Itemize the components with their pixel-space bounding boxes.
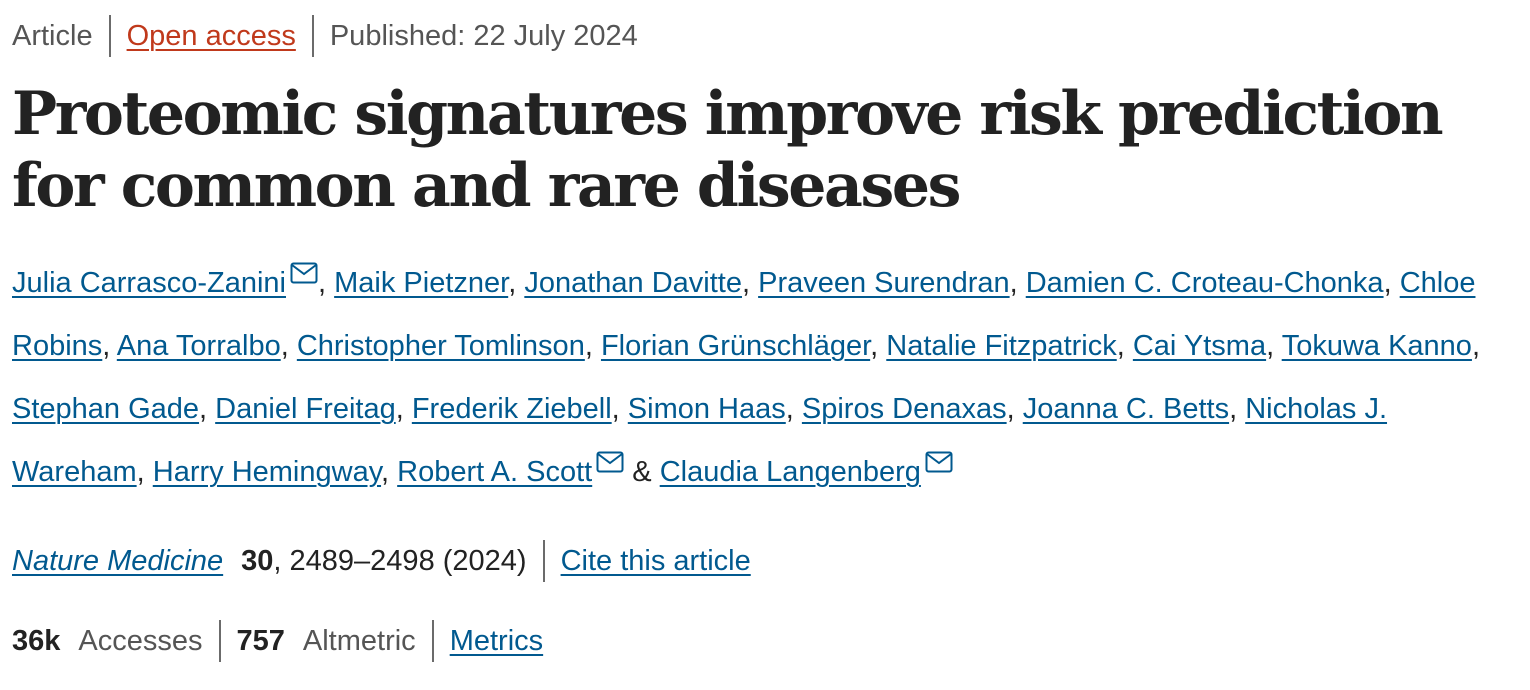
author-link[interactable]: Julia Carrasco-Zanini [12, 267, 286, 299]
divider [542, 540, 545, 582]
author-link[interactable]: Christopher Tomlinson [296, 330, 585, 362]
author-separator: , [1471, 330, 1480, 362]
author-separator: , [1266, 330, 1282, 362]
altmetric-label: Altmetric [302, 625, 416, 657]
citation-line: Nature Medicine 30 , 2489–2498 (2024) Ci… [12, 540, 751, 582]
author-separator: , [1009, 267, 1026, 299]
open-access-link[interactable]: Open access [126, 20, 296, 52]
author-link[interactable]: Harry Hemingway [152, 456, 382, 488]
pages-year: , 2489–2498 (2024) [273, 545, 527, 577]
author-link[interactable]: Stephan Gade [12, 393, 200, 425]
author-link[interactable]: Cai Ytsma [1132, 330, 1267, 362]
author-separator: , [584, 330, 601, 362]
envelope-icon[interactable] [290, 262, 318, 284]
accesses-count: 36k [12, 625, 61, 657]
divider [218, 620, 221, 662]
author-link[interactable]: Maik Pietzner [334, 267, 509, 299]
author-separator: , [199, 393, 216, 425]
author-separator: , [508, 267, 525, 299]
author-link[interactable]: Tokuwa Kanno [1281, 330, 1472, 362]
author-link[interactable]: Claudia Langenberg [659, 456, 921, 488]
author-separator: , [102, 330, 117, 362]
author-separator: , [611, 393, 628, 425]
author-link[interactable]: Damien C. Croteau-Chonka [1025, 267, 1384, 299]
author-link[interactable]: Chloe Robins [12, 267, 1476, 362]
divider [108, 15, 111, 57]
envelope-icon[interactable] [596, 451, 624, 473]
author-separator: , [1229, 393, 1246, 425]
author-separator: & [624, 456, 660, 488]
divider [311, 15, 314, 57]
author-link[interactable]: Jonathan Davitte [524, 267, 742, 299]
author-separator: , [280, 330, 297, 362]
author-separator: , [1383, 267, 1400, 299]
journal-link[interactable]: Nature Medicine [12, 545, 224, 577]
volume-number: 30 [241, 545, 274, 577]
article-title: Proteomic signatures improve risk predic… [12, 79, 1444, 221]
accesses-label: Accesses [78, 625, 203, 657]
author-link[interactable]: Robert A. Scott [397, 456, 593, 488]
author-separator: , [395, 393, 412, 425]
author-separator: , [381, 456, 398, 488]
divider [431, 620, 434, 662]
author-separator: , [870, 330, 887, 362]
author-link[interactable]: Natalie Fitzpatrick [886, 330, 1117, 362]
author-link[interactable]: Nicholas J. Wareham [12, 393, 1388, 488]
article-type: Article [12, 20, 93, 52]
altmetric-count: 757 [236, 625, 285, 657]
author-link[interactable]: Ana Torralbo [116, 330, 281, 362]
author-link[interactable]: Simon Haas [627, 393, 786, 425]
author-separator: , [785, 393, 802, 425]
author-separator: , [1006, 393, 1023, 425]
author-separator: , [136, 456, 153, 488]
author-link[interactable]: Daniel Freitag [215, 393, 396, 425]
author-separator: , [741, 267, 759, 299]
author-link[interactable]: Frederik Ziebell [411, 393, 612, 425]
metrics-link[interactable]: Metrics [449, 625, 544, 657]
author-link[interactable]: Spiros Denaxas [801, 393, 1007, 425]
article-meta-bar: Article Open access Published: 22 July 2… [12, 15, 638, 57]
published-date: Published: 22 July 2024 [329, 20, 638, 52]
author-separator: , [1116, 330, 1133, 362]
metrics-bar: 36k Accesses 757 Altmetric Metrics [12, 620, 543, 662]
author-list: Julia Carrasco-Zanini, Maik Pietzner, Jo… [12, 252, 1517, 504]
author-separator: , [318, 267, 335, 299]
author-link[interactable]: Joanna C. Betts [1022, 393, 1230, 425]
author-link[interactable]: Florian Grünschläger [600, 330, 871, 362]
cite-article-link[interactable]: Cite this article [560, 545, 751, 577]
envelope-icon[interactable] [925, 451, 953, 473]
author-link[interactable]: Praveen Surendran [758, 267, 1010, 299]
